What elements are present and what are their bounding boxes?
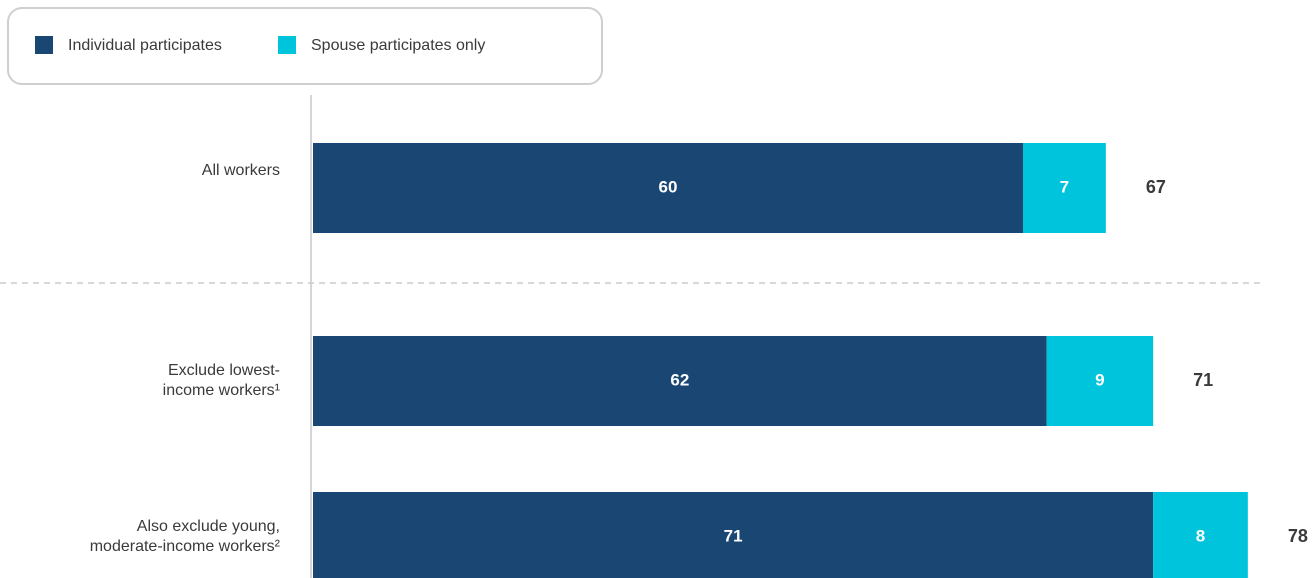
category-label: Exclude lowest- [168, 362, 280, 379]
category-label: income workers¹ [163, 382, 280, 399]
bar-segment [1046, 336, 1154, 426]
legend-swatch [278, 36, 296, 54]
value-label: 60 [659, 177, 678, 196]
legend-swatch [35, 36, 53, 54]
value-label: 9 [1095, 370, 1104, 389]
total-label: 78 [1288, 526, 1308, 546]
bar-segment [1023, 143, 1106, 233]
bar-segment [1153, 492, 1248, 578]
value-label: 7 [1060, 177, 1069, 196]
value-label: 8 [1196, 526, 1205, 545]
legend-box [7, 7, 603, 85]
value-label: 71 [724, 526, 743, 545]
total-label: 71 [1193, 370, 1213, 390]
value-label: 62 [670, 370, 689, 389]
category-label: Also exclude young, [137, 518, 280, 535]
total-label: 67 [1146, 177, 1166, 197]
legend-label: Individual participates [68, 37, 222, 54]
bar-segment [313, 143, 1023, 233]
bar-segment [313, 336, 1047, 426]
category-label: moderate-income workers² [90, 538, 281, 555]
legend-label: Spouse participates only [311, 37, 485, 54]
bar-segment [313, 492, 1154, 578]
category-label: All workers [202, 162, 280, 179]
